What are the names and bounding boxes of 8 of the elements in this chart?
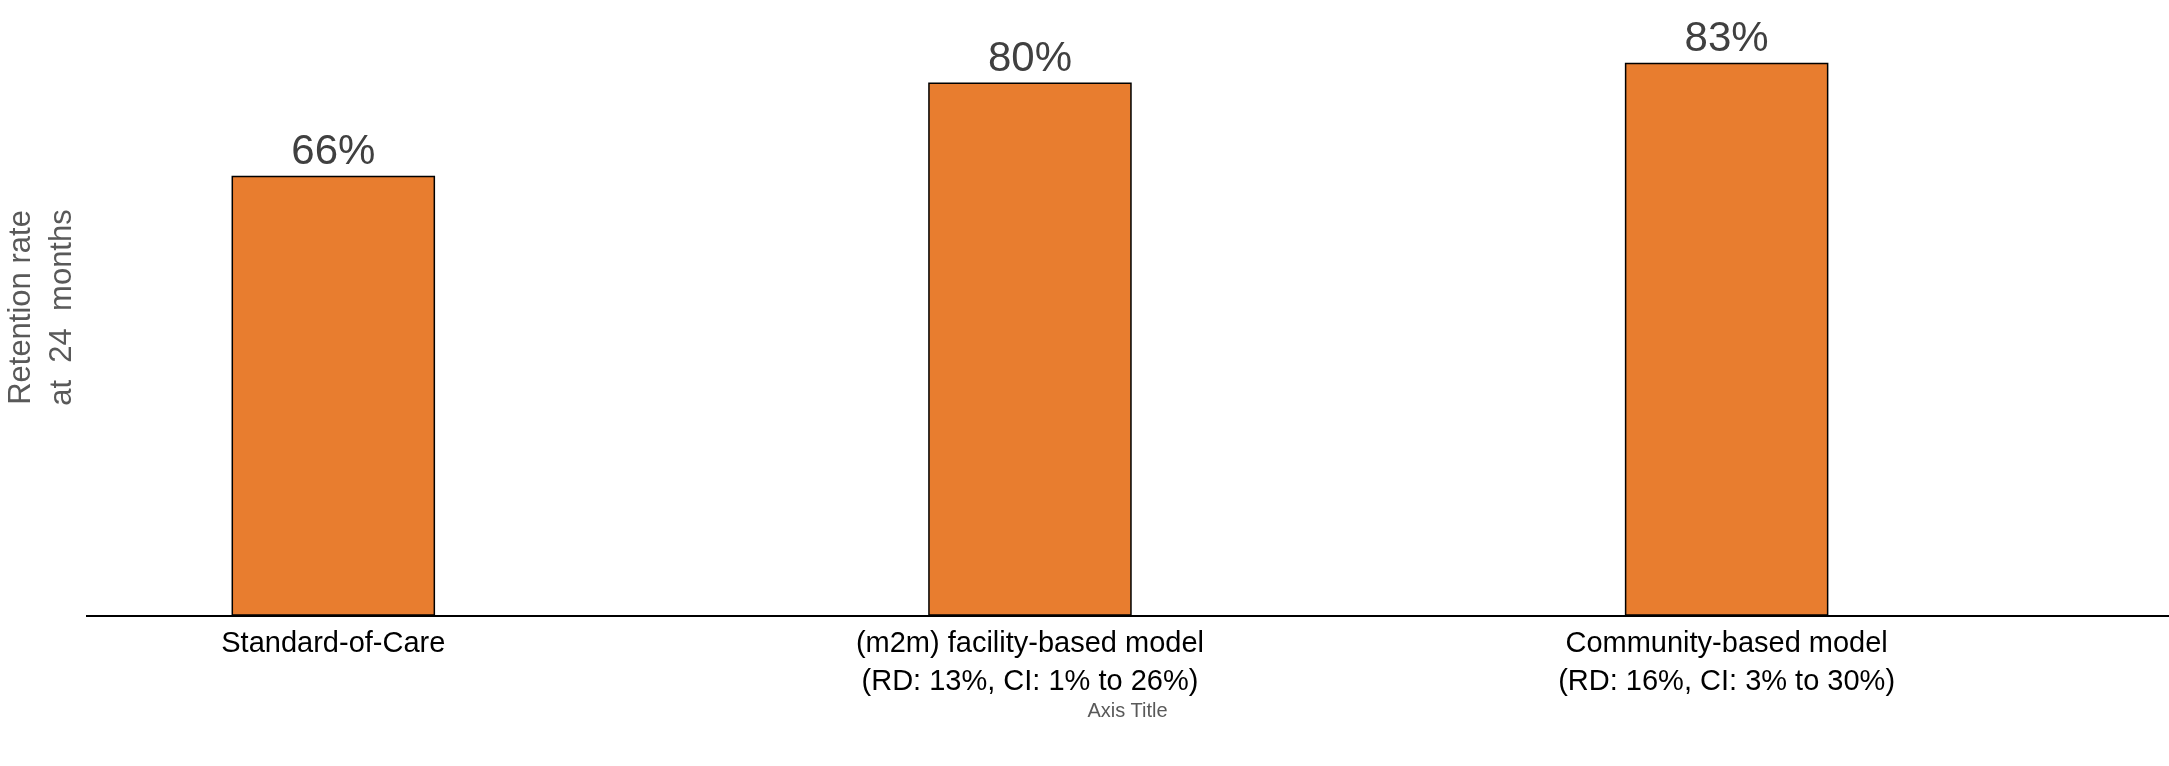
x-axis-title: Axis Title (1087, 698, 1168, 721)
y-axis-title: Retention rate at 24 months (2, 209, 78, 406)
x-tick-label: Standard-of-Care (221, 625, 446, 658)
data-label: 83% (1684, 13, 1769, 61)
x-tick-label: (m2m) facility-based model (RD: 13%, CI: 1% to 26%) (855, 625, 1205, 696)
data-label: 66% (291, 126, 376, 174)
x-tick-label: Community-based model (RD: 16%, CI: 3% to 30%) (1558, 625, 1896, 696)
data-label: 80% (987, 33, 1072, 81)
